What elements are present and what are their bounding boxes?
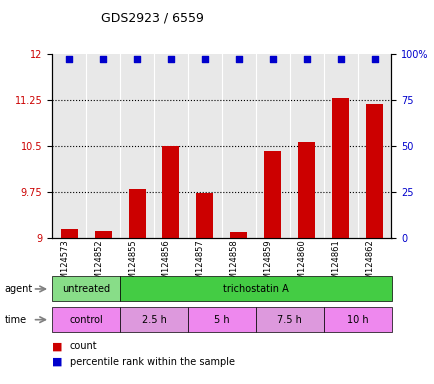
Text: ■: ■ xyxy=(52,341,62,351)
Point xyxy=(201,56,208,62)
Text: 7.5 h: 7.5 h xyxy=(276,314,302,325)
Text: ■: ■ xyxy=(52,357,62,367)
Point xyxy=(302,56,309,62)
Point xyxy=(133,56,140,62)
Bar xyxy=(264,151,281,238)
Point xyxy=(167,56,174,62)
Text: time: time xyxy=(4,314,26,325)
Point xyxy=(269,56,276,62)
Text: trichostatin A: trichostatin A xyxy=(222,284,288,294)
Text: control: control xyxy=(69,314,103,325)
Bar xyxy=(128,189,145,238)
Text: untreated: untreated xyxy=(62,284,110,294)
Bar xyxy=(61,229,78,238)
Bar xyxy=(365,104,382,238)
Text: agent: agent xyxy=(4,284,33,294)
Bar xyxy=(196,193,213,238)
Bar xyxy=(298,142,314,238)
Point xyxy=(336,56,343,62)
Text: GDS2923 / 6559: GDS2923 / 6559 xyxy=(101,12,203,25)
Bar xyxy=(332,98,348,238)
Text: count: count xyxy=(69,341,97,351)
Bar xyxy=(162,146,179,238)
Bar xyxy=(230,232,247,238)
Point xyxy=(99,56,106,62)
Point xyxy=(66,56,72,62)
Text: 2.5 h: 2.5 h xyxy=(141,314,166,325)
Point xyxy=(370,56,377,62)
Text: percentile rank within the sample: percentile rank within the sample xyxy=(69,357,234,367)
Text: 10 h: 10 h xyxy=(346,314,368,325)
Point xyxy=(235,56,242,62)
Bar xyxy=(95,231,111,238)
Text: 5 h: 5 h xyxy=(214,314,229,325)
